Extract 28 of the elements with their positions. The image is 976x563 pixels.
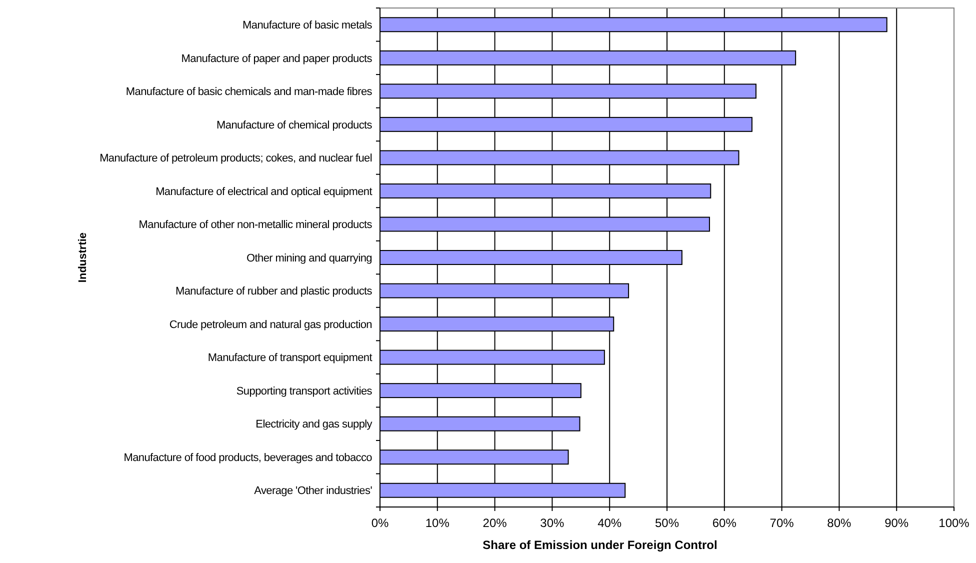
y-tick-label: Average 'Other industries'	[254, 485, 372, 498]
x-tick-label: 0%	[371, 516, 389, 530]
x-tick-label: 80%	[827, 516, 852, 530]
x-tick-label: 40%	[598, 516, 622, 530]
x-axis-title: Share of Emission under Foreign Control	[482, 538, 718, 552]
x-tick-label: 20%	[482, 516, 508, 530]
x-tick-label: 30%	[540, 516, 565, 530]
x-tick-label: 70%	[770, 516, 794, 530]
y-tick-label: Other mining and quarrying	[246, 252, 372, 264]
x-tick-label: 90%	[884, 516, 909, 530]
y-tick-label: Manufacture of petroleum products; cokes, and nuclear fuel	[100, 152, 372, 165]
y-tick-label: Manufacture of chemical products	[216, 119, 373, 132]
y-tick-label: Manufacture of basic chemicals and man-made fibres	[126, 86, 373, 98]
x-tick-label: 60%	[712, 516, 737, 530]
y-tick-label: Manufacture of transport equipment	[208, 352, 372, 364]
x-tick-label: 50%	[654, 516, 680, 530]
y-tick-label: Manufacture of electrical and optical equipment	[156, 186, 372, 198]
y-tick-label: Supporting transport activities	[236, 385, 373, 398]
y-tick-label: Manufacture of food products, beverages and tobacco	[124, 452, 372, 464]
x-tick-label: 10%	[425, 516, 450, 530]
y-tick-label: Manufacture of paper and paper products	[181, 52, 373, 65]
x-tick-label: 100%	[938, 516, 970, 530]
y-tick-label: Electricity and gas supply	[256, 418, 373, 431]
y-tick-label: Manufacture of rubber and plastic products	[175, 286, 373, 298]
y-axis-title: Industrtie	[77, 232, 89, 283]
y-tick-label: Crude petroleum and natural gas production	[169, 318, 372, 331]
y-tick-label: Manufacture of other non-metallic mineral products	[138, 219, 373, 232]
y-tick-label: Manufacture of basic metals	[242, 19, 373, 32]
